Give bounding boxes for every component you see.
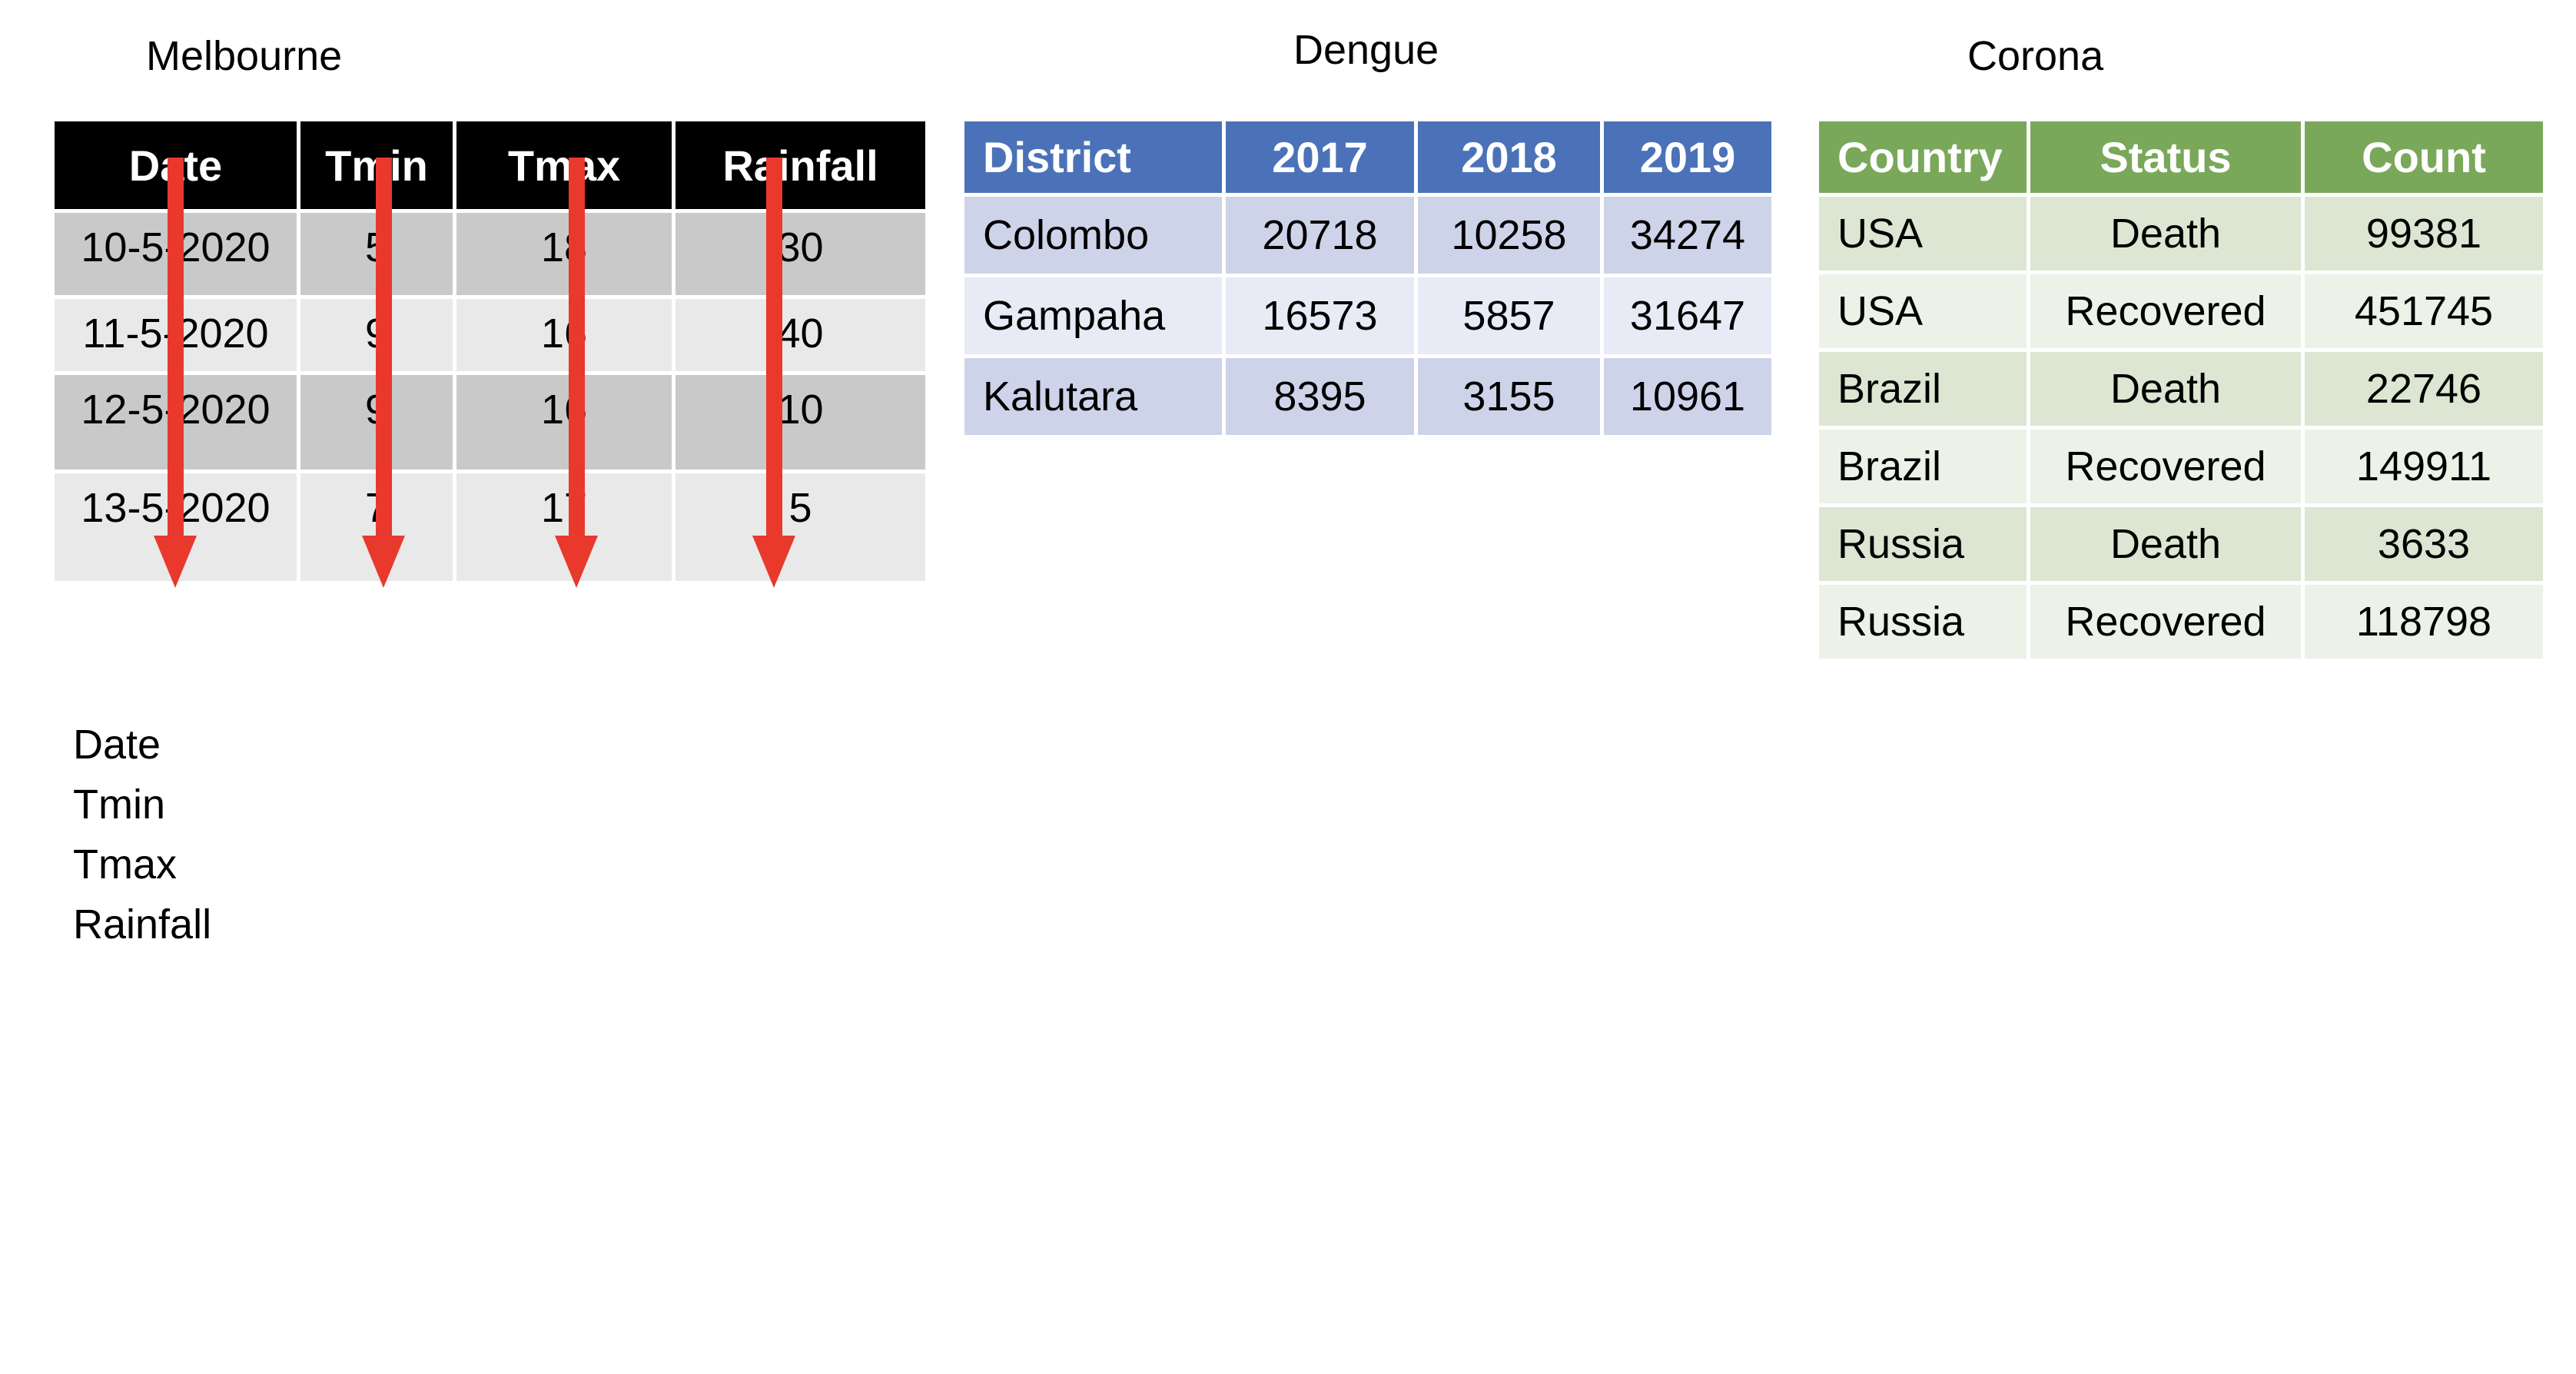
header-cell-rainfall: Rainfall xyxy=(676,121,925,209)
arrow-down-icon xyxy=(362,536,405,588)
table-cell: Death xyxy=(2030,507,2301,581)
arrow-down-icon xyxy=(752,536,795,588)
table-cell: USA xyxy=(1819,197,2027,270)
table-cell: Death xyxy=(2030,352,2301,426)
list-item: Date xyxy=(73,722,161,768)
table-cell: Kalutara xyxy=(964,358,1222,435)
list-item: Tmin xyxy=(73,782,165,828)
arrow-shaft xyxy=(568,158,585,536)
table-row: USA Death 99381 xyxy=(1819,197,2543,270)
table-cell: Recovered xyxy=(2030,430,2301,503)
table-cell: Recovered xyxy=(2030,585,2301,659)
table-cell: 10 xyxy=(676,375,925,470)
table-cell: 10258 xyxy=(1418,197,1600,274)
table-cell: 3155 xyxy=(1418,358,1600,435)
table-row: USA Recovered 451745 xyxy=(1819,274,2543,348)
table-cell: 10961 xyxy=(1604,358,1771,435)
table-cell: 5 xyxy=(676,473,925,581)
table-cell: 40 xyxy=(676,299,925,371)
table-row: Colombo 20718 10258 34274 xyxy=(964,197,1771,274)
header-cell-district: District xyxy=(964,121,1222,193)
table-cell: 8395 xyxy=(1226,358,1414,435)
arrow-down-icon xyxy=(555,536,598,588)
table-cell: Brazil xyxy=(1819,352,2027,426)
table-cell: Brazil xyxy=(1819,430,2027,503)
dengue-header-row: District 2017 2018 2019 xyxy=(964,121,1771,193)
header-cell-country: Country xyxy=(1819,121,2027,193)
table-cell: 16573 xyxy=(1226,277,1414,354)
table-row: Kalutara 8395 3155 10961 xyxy=(964,358,1771,435)
column-name-list: Date Tmin Tmax Rainfall xyxy=(73,715,211,954)
table-cell: Colombo xyxy=(964,197,1222,274)
corona-header-row: Country Status Count xyxy=(1819,121,2543,193)
table-cell: 149911 xyxy=(2305,430,2543,503)
column-mapping-arrow-tmax xyxy=(555,158,598,588)
table-cell: USA xyxy=(1819,274,2027,348)
table-cell: 31647 xyxy=(1604,277,1771,354)
table-row: Gampaha 16573 5857 31647 xyxy=(964,277,1771,354)
table-row: Russia Recovered 118798 xyxy=(1819,585,2543,659)
header-cell-2018: 2018 xyxy=(1418,121,1600,193)
list-item: Tmax xyxy=(73,841,177,888)
table-row: Brazil Recovered 149911 xyxy=(1819,430,2543,503)
corona-table-title: Corona xyxy=(1967,33,2104,79)
table-cell: 20718 xyxy=(1226,197,1414,274)
table-cell: Recovered xyxy=(2030,274,2301,348)
header-cell-2019: 2019 xyxy=(1604,121,1771,193)
arrow-shaft xyxy=(167,158,184,536)
table-cell: Gampaha xyxy=(964,277,1222,354)
column-mapping-arrow-rainfall xyxy=(752,158,795,588)
melbourne-table-title: Melbourne xyxy=(146,33,343,79)
table-cell: 99381 xyxy=(2305,197,2543,270)
table-cell: 3633 xyxy=(2305,507,2543,581)
dengue-table: District 2017 2018 2019 Colombo 20718 10… xyxy=(964,121,1771,435)
table-cell: 118798 xyxy=(2305,585,2543,659)
table-cell: Russia xyxy=(1819,507,2027,581)
header-cell-count: Count xyxy=(2305,121,2543,193)
table-cell: Russia xyxy=(1819,585,2027,659)
list-item: Rainfall xyxy=(73,901,212,948)
table-row: Russia Death 3633 xyxy=(1819,507,2543,581)
column-mapping-arrow-date xyxy=(154,158,197,588)
arrow-shaft xyxy=(765,158,782,536)
column-mapping-arrow-tmin xyxy=(362,158,405,588)
header-cell-tmax: Tmax xyxy=(456,121,672,209)
header-cell-status: Status xyxy=(2030,121,2301,193)
table-cell: Death xyxy=(2030,197,2301,270)
arrow-down-icon xyxy=(154,536,197,588)
table-row: Brazil Death 22746 xyxy=(1819,352,2543,426)
header-cell-2017: 2017 xyxy=(1226,121,1414,193)
corona-table: Country Status Count USA Death 99381 USA… xyxy=(1819,121,2543,659)
table-cell: 5857 xyxy=(1418,277,1600,354)
table-cell: 451745 xyxy=(2305,274,2543,348)
arrow-shaft xyxy=(375,158,392,536)
table-cell: 30 xyxy=(676,213,925,295)
table-cell: 22746 xyxy=(2305,352,2543,426)
table-cell: 34274 xyxy=(1604,197,1771,274)
dengue-table-title: Dengue xyxy=(1293,27,1439,73)
